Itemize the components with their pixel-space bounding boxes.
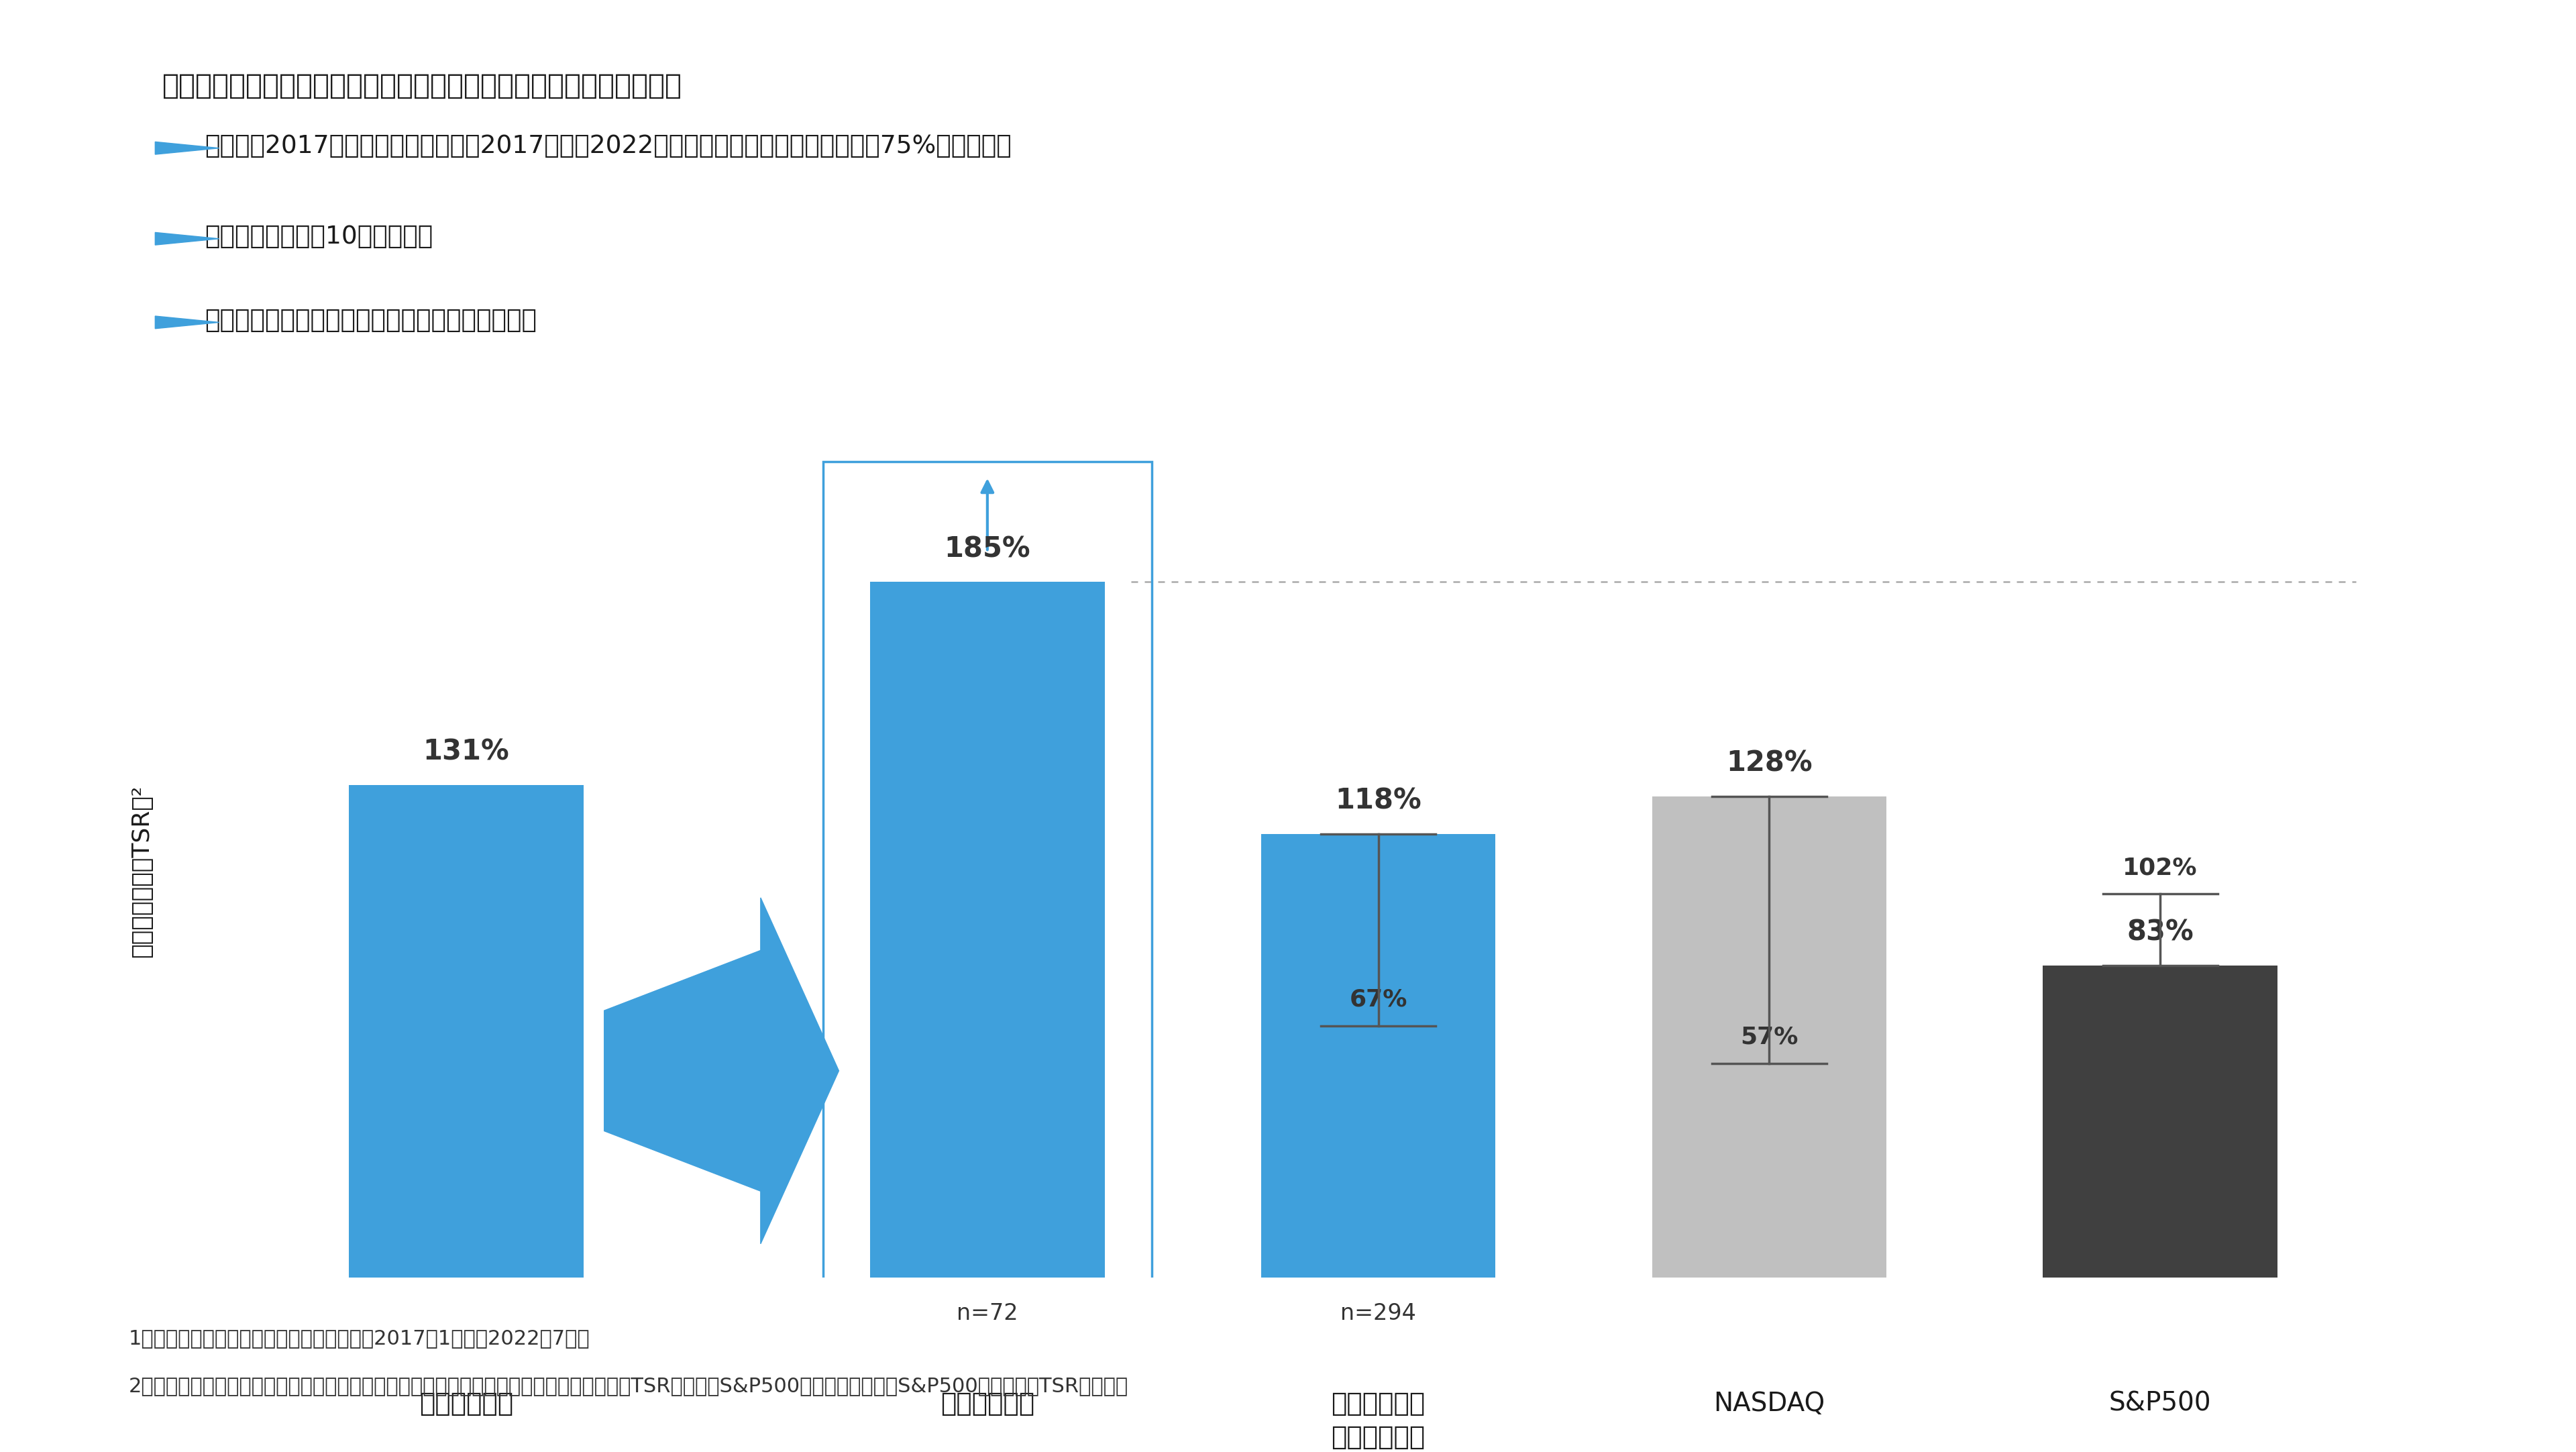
Polygon shape [155, 232, 219, 245]
Text: 2．「買収に積極的」「買収にあまり積極的でない」企業群については、中央値調整されたTSRを使用。S&P500企業については、S&P500の総合的なTSRを使用。: 2．「買収に積極的」「買収にあまり積極的でない」企業群については、中央値調整され… [129, 1376, 1128, 1395]
Text: 102%: 102% [2123, 857, 2197, 878]
Text: 取引額：2017年の時価総額に対する2017年から2022年のバイサイド案件の取引総額が75%より大きい: 取引額：2017年の時価総額に対する2017年から2022年のバイサイド案件の取… [206, 134, 1012, 158]
Bar [824, 462, 1151, 1308]
Text: 83%: 83% [2128, 919, 2195, 947]
Text: 高成長企業群: 高成長企業群 [420, 1391, 513, 1416]
Text: n=294: n=294 [1340, 1302, 1417, 1324]
Polygon shape [605, 897, 840, 1244]
Text: 185%: 185% [945, 534, 1030, 563]
FancyBboxPatch shape [876, 1289, 1100, 1339]
Bar [1262, 833, 1497, 1278]
Bar [2043, 966, 2277, 1278]
Bar [871, 582, 1105, 1278]
Bar [1651, 796, 1886, 1278]
Text: NASDAQ: NASDAQ [1713, 1391, 1824, 1416]
FancyBboxPatch shape [1267, 1289, 1492, 1339]
Text: 買収に積極的: 買収に積極的 [940, 1391, 1036, 1416]
Text: 67%: 67% [1350, 987, 1406, 1011]
Text: 118%: 118% [1334, 787, 1422, 815]
Text: 次のいずれかに該当するものを「買収に積極的である」としている：: 次のいずれかに該当するものを「買収に積極的である」としている： [162, 71, 683, 100]
Text: n=72: n=72 [956, 1302, 1018, 1324]
Text: すべての完了案件および公表・未完了案件を含む: すべての完了案件および公表・未完了案件を含む [206, 308, 536, 333]
Text: 128%: 128% [1726, 749, 1814, 777]
Text: 買収にあまり
積極的でない: 買収にあまり 積極的でない [1332, 1391, 1425, 1449]
Text: 1．取引額と取引件数のどちらも対象期間は2017年1月から2022年7月。: 1．取引額と取引件数のどちらも対象期間は2017年1月から2022年7月。 [129, 1329, 590, 1347]
Text: S&P500: S&P500 [2110, 1391, 2210, 1416]
Polygon shape [155, 317, 219, 328]
Text: 131%: 131% [422, 738, 510, 767]
Text: 取引件数：合計で10件を超える: 取引件数：合計で10件を超える [206, 225, 433, 250]
Bar [348, 786, 582, 1278]
Text: 57%: 57% [1741, 1025, 1798, 1048]
Polygon shape [155, 142, 219, 154]
Text: 株主総利回り（TSR）²: 株主総利回り（TSR）² [131, 786, 152, 957]
